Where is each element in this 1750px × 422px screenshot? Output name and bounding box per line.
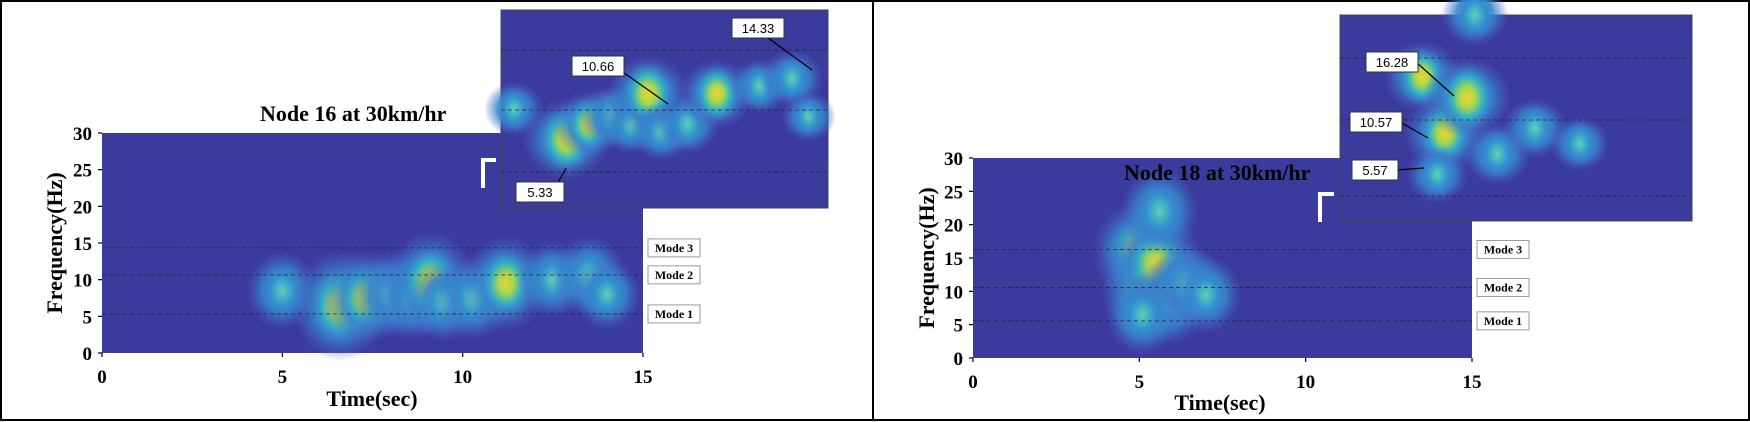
y-tick-label: 0 [83, 344, 93, 365]
callout-box [571, 55, 625, 77]
y-tick-label: 30 [73, 124, 92, 145]
y-tick-label: 15 [944, 249, 963, 270]
x-tick-label: 15 [1463, 372, 1482, 393]
energy-blob [1119, 285, 1166, 344]
inset-blob [1440, 63, 1495, 132]
inset-blob [791, 95, 826, 138]
inset-zoom-node-18: 16.28 10.57 5.57 [1318, 0, 1693, 222]
x-tick-label: 0 [968, 372, 978, 393]
mode-label-box [1476, 311, 1530, 331]
panel-right-border [872, 0, 1750, 421]
inset-blobs-node-16 [484, 49, 836, 181]
callout-value: 5.33 [527, 185, 552, 200]
zoom-bracket-icon [1318, 192, 1334, 222]
x-ticks-node-18: 0 5 10 15 [968, 358, 1482, 393]
energy-blobs-node-16 [246, 230, 641, 362]
chart-title-node-18: Node 18 at 30km/hr [1124, 160, 1311, 185]
inset-blob [495, 86, 533, 132]
callout-box [731, 17, 785, 39]
y-tick-label: 10 [73, 271, 92, 292]
mode-label: Mode 1 [655, 307, 693, 321]
energy-blob [1134, 180, 1184, 243]
callout-box [1365, 51, 1419, 73]
mode-label: Mode 3 [1484, 242, 1522, 256]
callout-leader [1397, 167, 1425, 171]
mode-lines-node-18: Mode 1 Mode 2 Mode 3 [973, 239, 1530, 331]
mode-label: Mode 1 [1484, 314, 1522, 328]
mode-label-box [647, 238, 701, 258]
callout-box [1349, 111, 1403, 133]
energy-blob [479, 248, 533, 318]
x-axis-label-node-16: Time(sec) [326, 386, 417, 411]
callout-leader [1399, 121, 1429, 139]
inset-blob [693, 64, 741, 123]
inset-blob [1514, 103, 1555, 154]
y-tick-label: 20 [944, 216, 963, 237]
x-tick-label: 15 [634, 367, 653, 388]
y-tick-label: 5 [83, 307, 93, 328]
callout-box [1351, 159, 1399, 181]
inset-blob [772, 54, 812, 103]
inset-blob [1418, 150, 1457, 199]
mode-label: Mode 2 [655, 268, 693, 282]
callout-leader [1415, 61, 1455, 97]
inset-blob [1454, 0, 1496, 41]
y-axis-label-node-18: Frequency(Hz) [914, 187, 939, 328]
y-axis-label-node-16: Frequency(Hz) [42, 172, 67, 313]
x-axis-label-node-18: Time(sec) [1174, 390, 1265, 415]
energy-blobs-node-18 [1092, 167, 1242, 356]
x-tick-label: 5 [1135, 372, 1145, 393]
zoom-bracket-icon [481, 158, 496, 188]
mode-label-box [647, 304, 701, 324]
mode-label: Mode 2 [1484, 281, 1522, 295]
callout-leader [619, 69, 669, 105]
mode-label-box [1476, 278, 1530, 298]
x-tick-label: 5 [278, 367, 288, 388]
callout-box [515, 181, 565, 203]
energy-blob [586, 268, 628, 321]
mode-label-box [1476, 239, 1530, 259]
callout-value: 5.57 [1362, 163, 1387, 178]
callout-value: 16.28 [1376, 55, 1409, 70]
chart-node-18: Mode 1 Mode 2 Mode 3 0 5 10 15 20 25 30 0 5 10 15 N… [914, 0, 1693, 415]
inset-zoom-node-16: 10.66 14.33 5.33 [481, 9, 836, 209]
y-tick-label: 30 [944, 149, 963, 170]
inset-blob [1561, 120, 1599, 167]
y-tick-label: 10 [944, 282, 963, 303]
mode-label-box [647, 265, 701, 285]
y-tick-label: 20 [73, 197, 92, 218]
mode-label: Mode 3 [655, 241, 693, 255]
callout-value: 10.57 [1360, 115, 1393, 130]
y-tick-label: 25 [944, 182, 963, 203]
mode-lines-node-16: Mode 1 Mode 2 Mode 3 [102, 238, 701, 324]
callout-value: 10.66 [582, 59, 615, 74]
y-ticks-node-18: 0 5 10 15 20 25 30 [944, 149, 973, 370]
x-tick-label: 0 [97, 367, 107, 388]
y-tick-label: 0 [954, 349, 964, 370]
y-tick-label: 5 [954, 316, 964, 337]
chart-node-16: Mode 1 Mode 2 Mode 3 0 5 10 15 20 25 30 0 5 10 15 N… [42, 9, 836, 411]
x-ticks-node-16: 0 5 10 15 [97, 353, 653, 388]
y-ticks-node-16: 0 5 10 15 20 25 30 [73, 124, 102, 365]
energy-blob [1183, 266, 1229, 323]
x-tick-label: 10 [1296, 372, 1315, 393]
x-tick-label: 10 [453, 367, 472, 388]
y-tick-label: 15 [73, 234, 92, 255]
callout-value: 14.33 [742, 21, 775, 36]
y-tick-label: 25 [73, 161, 92, 182]
chart-title-node-16: Node 16 at 30km/hr [260, 101, 447, 126]
inset-blobs-node-18 [1383, 0, 1610, 204]
